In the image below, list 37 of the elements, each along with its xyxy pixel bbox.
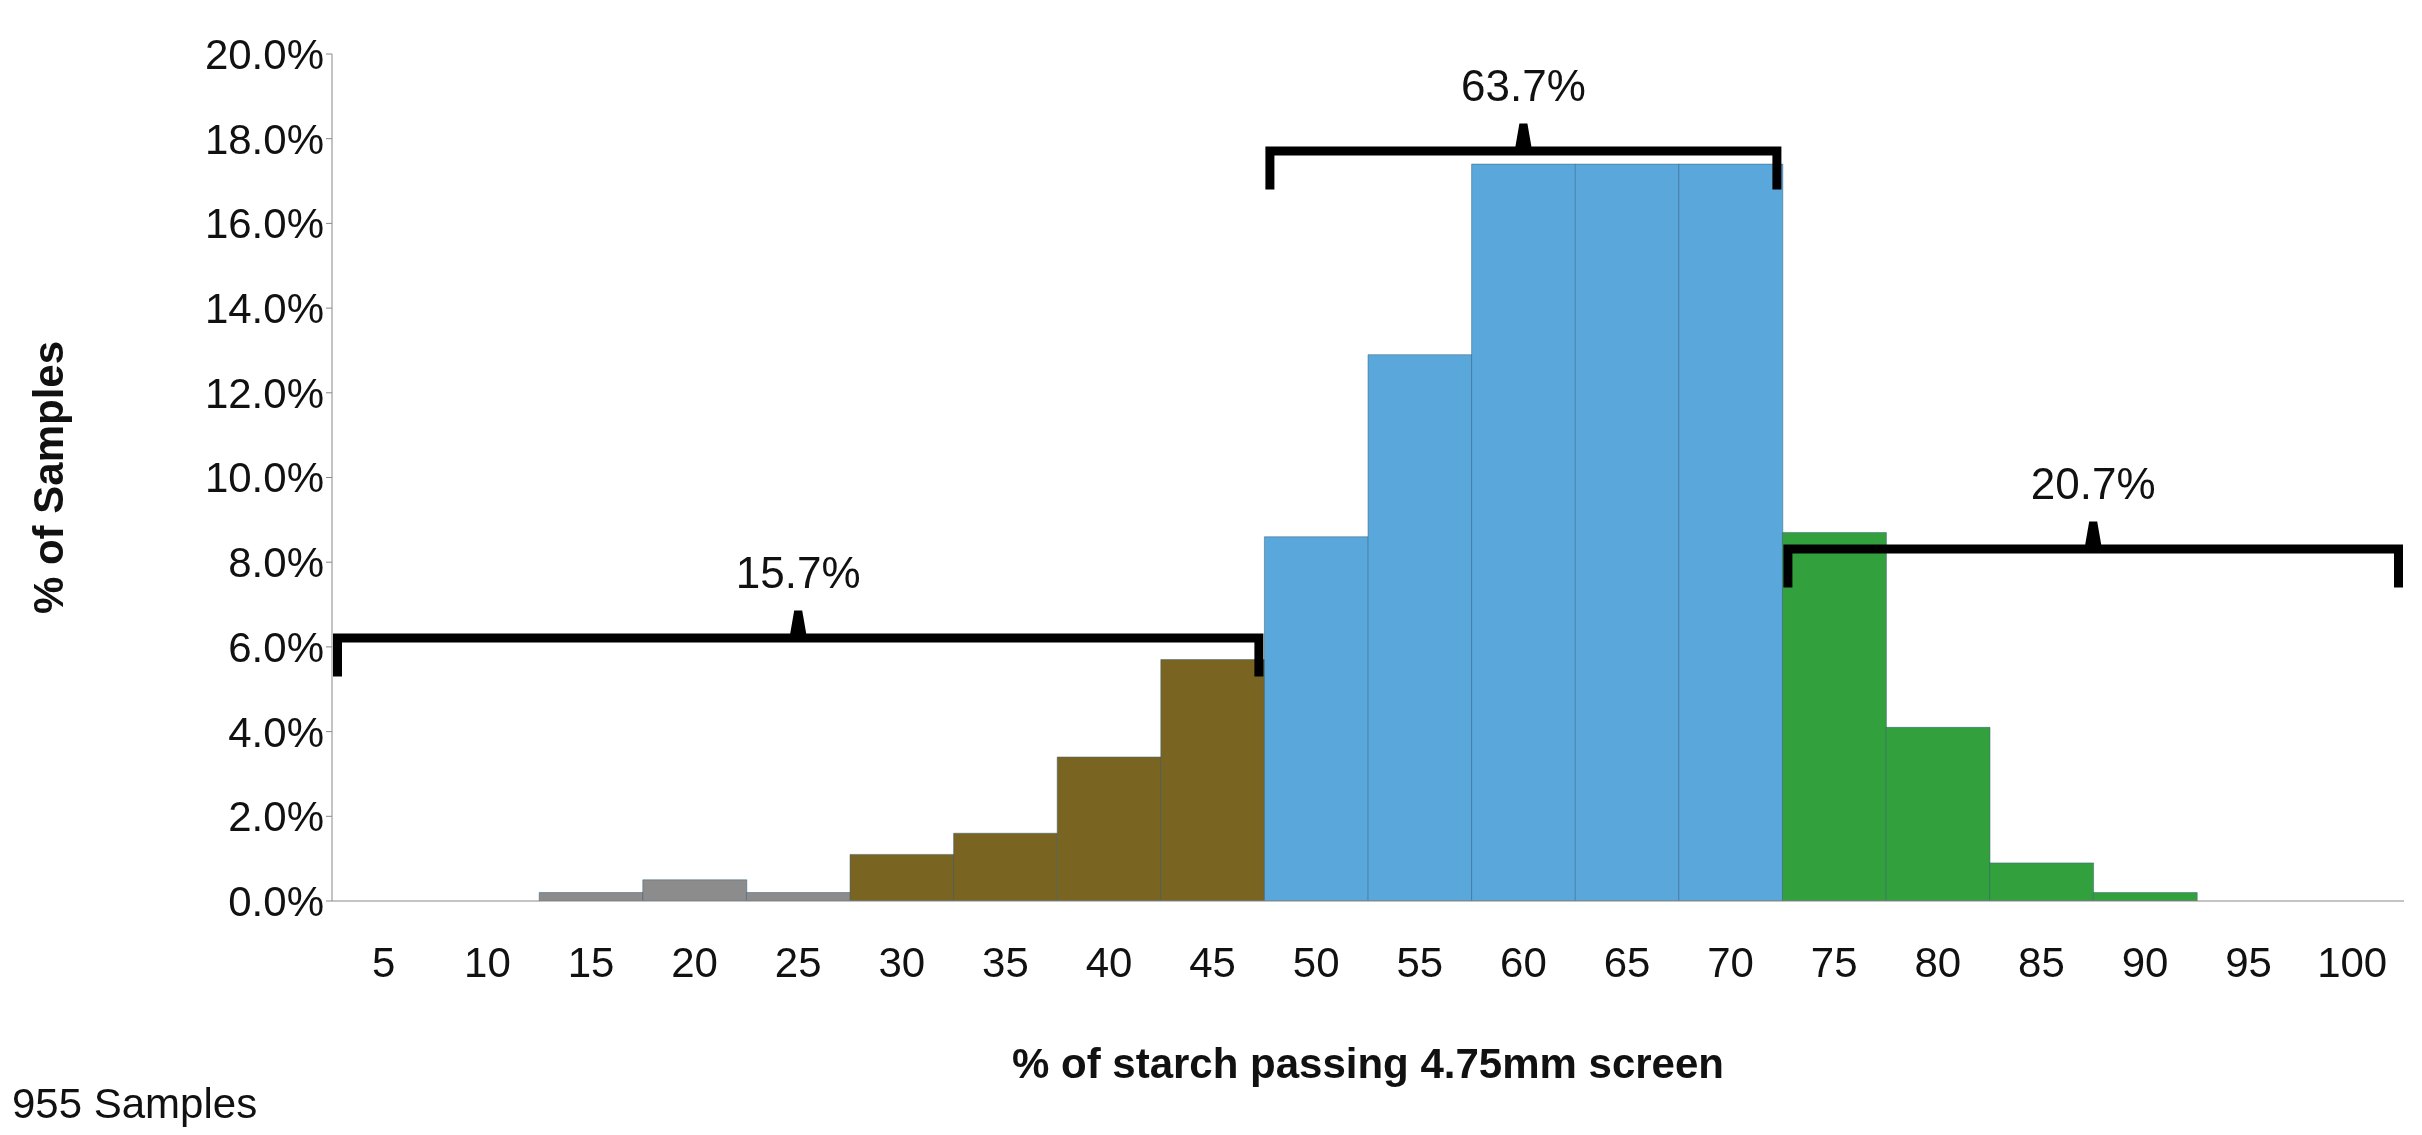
x-tick-label: 60: [1500, 938, 1547, 986]
x-tick-label: 90: [2121, 938, 2169, 986]
annotation: 63.7%: [1461, 61, 1586, 111]
x-tick-label: 95: [2225, 938, 2272, 986]
x-tick-label: 25: [774, 938, 822, 986]
y-tick-label: 12.0%: [204, 369, 324, 417]
text: 955 Samples: [12, 1080, 258, 1127]
y-tick-label: 8.0%: [228, 539, 324, 587]
x-axis-title: % of starch passing 4.75mm screen: [1012, 1040, 1724, 1087]
x-tick-label: 30: [878, 938, 926, 986]
x-tick-label: 80: [1914, 938, 1962, 986]
annotation: 15.7%: [735, 548, 861, 598]
annotation: 20.7%: [2030, 459, 2156, 509]
y-tick-label: 14.0%: [204, 285, 324, 333]
y-tick-label: 4.0%: [228, 708, 324, 756]
x-tick-label: 50: [1292, 938, 1340, 986]
y-tick-label: 6.0%: [228, 623, 324, 671]
x-tick-label: 45: [1189, 938, 1236, 986]
y-axis-title: % of Samples: [24, 340, 72, 615]
x-tick-label: 100: [2317, 938, 2388, 986]
x-tick-label: 70: [1707, 938, 1754, 986]
x-tick-label: 85: [2018, 938, 2065, 986]
x-tick-label: 75: [1810, 938, 1858, 986]
x-tick-label: 40: [1085, 938, 1133, 986]
y-tick-label: 0.0%: [228, 877, 324, 925]
y-tick-label: 18.0%: [204, 115, 324, 163]
x-tick-label: 15: [567, 938, 615, 986]
x-tick-label: 35: [982, 938, 1029, 986]
x-tick-label: 65: [1603, 938, 1651, 986]
x-tick-label: 10: [464, 938, 511, 986]
x-tick-label: 5: [372, 938, 396, 986]
x-tick-label: 20: [671, 938, 718, 986]
y-tick-label: 2.0%: [228, 793, 324, 841]
y-tick-label: 20.0%: [204, 30, 324, 78]
x-tick-label: 55: [1396, 938, 1444, 986]
y-tick-label: 16.0%: [204, 200, 324, 248]
y-tick-label: 10.0%: [204, 454, 324, 502]
